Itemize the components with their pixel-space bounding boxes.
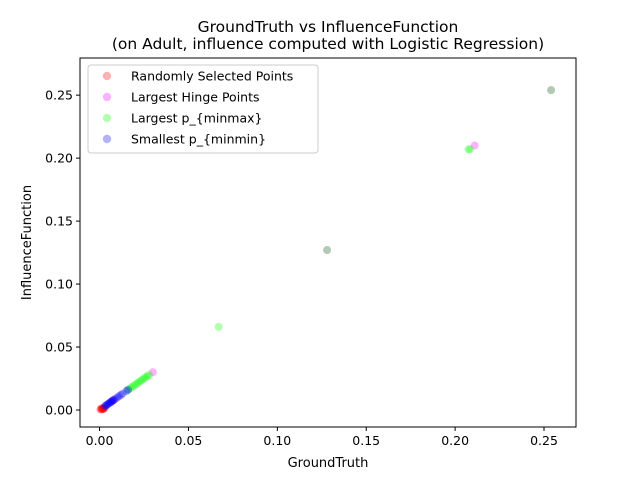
data-point bbox=[141, 373, 150, 382]
data-point bbox=[97, 404, 106, 413]
data-point bbox=[124, 385, 132, 394]
x-tick-label: 0.25 bbox=[530, 433, 558, 448]
data-point bbox=[111, 394, 120, 403]
data-point bbox=[101, 401, 110, 410]
legend-label: Largest Hinge Points bbox=[131, 90, 260, 105]
data-point bbox=[323, 246, 332, 255]
data-point bbox=[127, 383, 136, 392]
data-point bbox=[99, 405, 108, 414]
data-point bbox=[140, 374, 148, 383]
data-point bbox=[104, 399, 113, 408]
data-point bbox=[108, 396, 117, 405]
legend-marker bbox=[102, 71, 112, 81]
data-point bbox=[148, 368, 157, 377]
data-point bbox=[103, 400, 112, 409]
y-axis-label: InfluenceFunction bbox=[20, 185, 35, 300]
legend-label: Randomly Selected Points bbox=[131, 69, 293, 84]
legend-label: Largest p_{minmax} bbox=[131, 111, 262, 126]
plot-area bbox=[96, 86, 556, 414]
data-point bbox=[143, 371, 152, 380]
y-axis: 0.00 0.05 0.10 0.15 0.20 0.25 bbox=[45, 88, 80, 417]
data-point bbox=[145, 370, 154, 379]
data-point bbox=[100, 402, 109, 411]
y-tick-label: 0.00 bbox=[45, 402, 73, 417]
x-tick-label: 0.10 bbox=[263, 433, 291, 448]
data-point bbox=[323, 246, 332, 255]
data-point bbox=[122, 387, 131, 396]
data-point bbox=[98, 404, 107, 413]
data-point bbox=[113, 393, 122, 402]
data-point bbox=[466, 145, 475, 154]
data-point bbox=[124, 385, 132, 394]
data-point bbox=[108, 397, 116, 406]
data-point bbox=[109, 395, 118, 404]
data-point bbox=[109, 395, 118, 404]
data-point bbox=[106, 398, 115, 407]
legend-marker bbox=[102, 92, 112, 102]
series-3 bbox=[100, 385, 132, 411]
data-point bbox=[547, 86, 556, 95]
data-point bbox=[99, 404, 108, 413]
data-point bbox=[100, 404, 108, 413]
data-point bbox=[105, 399, 114, 408]
y-tick-label: 0.20 bbox=[45, 151, 73, 166]
data-point bbox=[470, 141, 479, 150]
data-point bbox=[102, 400, 111, 409]
series-2 bbox=[124, 86, 556, 394]
chart-title-line1: GroundTruth vs InfluenceFunction bbox=[198, 18, 459, 36]
data-point bbox=[107, 397, 116, 406]
y-tick-label: 0.15 bbox=[45, 214, 73, 229]
axes-frame bbox=[79, 57, 577, 428]
y-tick-label: 0.10 bbox=[45, 277, 73, 292]
x-axis: 0.00 0.05 0.10 0.15 0.20 0.25 bbox=[86, 427, 558, 448]
data-point bbox=[136, 377, 145, 386]
x-tick-label: 0.15 bbox=[352, 433, 380, 448]
data-point bbox=[132, 379, 141, 388]
y-tick-label: 0.25 bbox=[45, 88, 73, 103]
data-point bbox=[134, 378, 143, 387]
data-point bbox=[107, 397, 116, 406]
data-point bbox=[131, 380, 140, 389]
legend-label: Smallest p_{minmin} bbox=[131, 132, 266, 147]
data-point bbox=[108, 396, 117, 405]
data-point bbox=[100, 403, 109, 412]
data-point bbox=[464, 145, 473, 154]
data-point bbox=[116, 390, 125, 399]
data-point bbox=[96, 405, 105, 414]
x-tick-label: 0.05 bbox=[175, 433, 203, 448]
x-tick-label: 0.20 bbox=[441, 433, 469, 448]
legend: Randomly Selected Points Largest Hinge Po… bbox=[87, 64, 319, 154]
x-axis-label: GroundTruth bbox=[288, 456, 369, 471]
data-point bbox=[138, 375, 147, 384]
data-point bbox=[98, 404, 107, 413]
legend-marker bbox=[102, 113, 112, 123]
data-point bbox=[118, 389, 127, 398]
series-0 bbox=[96, 403, 109, 414]
data-point bbox=[97, 405, 106, 414]
y-tick-label: 0.05 bbox=[45, 340, 73, 355]
series-1 bbox=[107, 86, 556, 406]
x-tick-label: 0.00 bbox=[86, 433, 114, 448]
data-point bbox=[125, 384, 134, 393]
data-point bbox=[115, 392, 124, 401]
data-point bbox=[547, 86, 556, 95]
legend-marker bbox=[102, 134, 112, 144]
legend-box bbox=[87, 64, 319, 154]
data-point bbox=[214, 322, 223, 331]
chart-title-line2: (on Adult, influence computed with Logis… bbox=[112, 35, 544, 53]
data-point bbox=[129, 382, 138, 391]
